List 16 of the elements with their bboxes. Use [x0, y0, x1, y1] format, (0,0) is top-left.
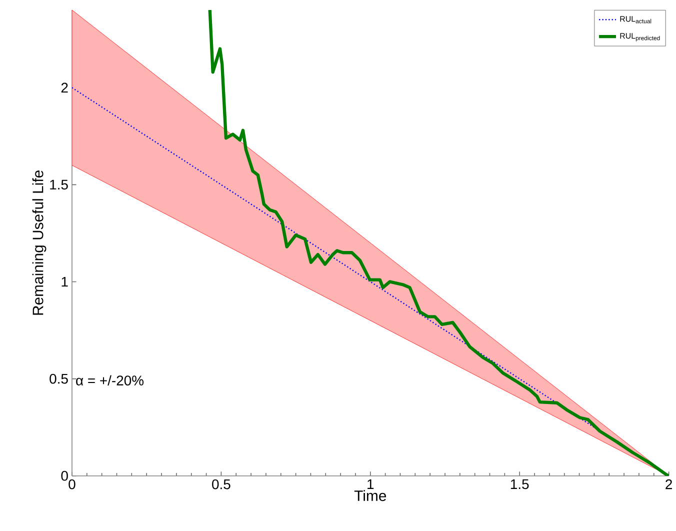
line-series	[208, 10, 669, 476]
x-tick-label: 1	[368, 479, 374, 490]
y-tick-label: 1	[62, 277, 68, 287]
x-tick-label: 0.5	[212, 479, 230, 490]
x-tick-label: 1.5	[510, 479, 529, 490]
y-tick-label: 0	[61, 470, 68, 481]
x-tick-label: 2	[666, 479, 672, 490]
x-tick-label: 0	[68, 479, 76, 490]
y-tick-label: 0.5	[50, 374, 68, 384]
y-tick-label: 2	[61, 82, 68, 93]
legend-label: $\mathrm{RUL}_{\mathrm{actual}}$	[620, 16, 652, 24]
y-tick-label: 1.5	[50, 180, 68, 190]
x-axis-title: Time	[354, 490, 386, 502]
annotation: α = +/-20%	[76, 375, 144, 386]
y-axis-title: Remaining Useful Life	[32, 170, 46, 315]
legend-label: $\mathrm{RUL}_{\mathrm{predicted}}$	[620, 33, 660, 42]
